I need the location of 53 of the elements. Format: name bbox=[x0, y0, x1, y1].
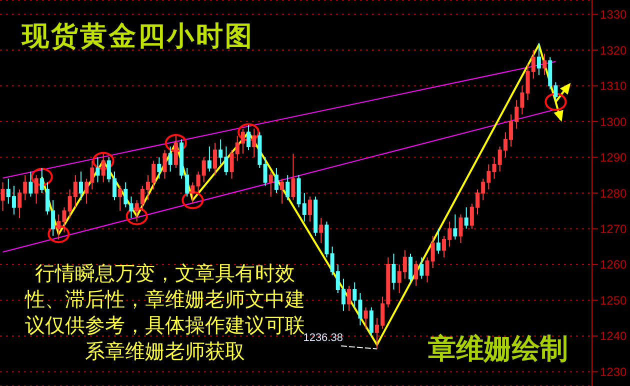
candlestick bbox=[308, 196, 312, 222]
candlestick bbox=[369, 306, 374, 336]
y-tick-label: 1270 bbox=[600, 222, 628, 236]
candlestick bbox=[392, 253, 396, 290]
candlestick bbox=[34, 174, 38, 204]
y-tick-label: 1330 bbox=[600, 8, 628, 22]
y-tick-label: 1250 bbox=[600, 293, 628, 308]
candlestick bbox=[542, 53, 547, 76]
candlestick bbox=[286, 174, 290, 201]
candlestick bbox=[408, 253, 412, 283]
candlestick bbox=[78, 171, 83, 201]
y-tick-label: 1290 bbox=[600, 150, 628, 165]
y-tick-label: 1240 bbox=[600, 329, 628, 344]
candlestick bbox=[319, 218, 324, 244]
candlestick bbox=[268, 171, 273, 198]
y-tick-label: 1310 bbox=[600, 79, 628, 94]
candlestick bbox=[28, 171, 33, 198]
candlestick bbox=[291, 153, 296, 201]
candlestick bbox=[280, 178, 284, 204]
candlestick bbox=[101, 153, 106, 183]
candlestick bbox=[464, 206, 468, 230]
candlestick bbox=[414, 260, 418, 286]
candlestick bbox=[168, 146, 172, 172]
candlestick bbox=[263, 156, 268, 186]
y-tick-label: 1320 bbox=[600, 43, 628, 58]
candlestick bbox=[536, 42, 541, 76]
annotation: 1236.38 bbox=[303, 332, 343, 344]
candlestick bbox=[157, 156, 162, 180]
candlestick bbox=[453, 214, 458, 240]
candlestick bbox=[96, 156, 100, 183]
candlestick bbox=[425, 256, 430, 283]
candlestick bbox=[190, 182, 195, 204]
candlestick bbox=[162, 150, 167, 180]
candlestick bbox=[458, 214, 463, 244]
candlestick bbox=[252, 128, 256, 158]
candlestick bbox=[207, 146, 212, 172]
candlestick bbox=[364, 306, 368, 330]
candlestick bbox=[174, 135, 178, 168]
y-tick-label: 1260 bbox=[600, 258, 628, 272]
candlestick bbox=[118, 185, 122, 212]
candlestick bbox=[420, 256, 424, 280]
candlestick bbox=[436, 228, 440, 254]
candlestick bbox=[0, 182, 5, 212]
candlestick bbox=[274, 167, 278, 194]
annotation: 章维姗绘制 bbox=[428, 331, 568, 367]
y-tick-label: 1230 bbox=[600, 364, 628, 379]
text: 现货黄金四小时图 bbox=[22, 20, 254, 54]
candlestick bbox=[347, 285, 352, 312]
candlestick bbox=[430, 235, 435, 269]
y-tick-label: 1280 bbox=[600, 186, 628, 200]
candlestick bbox=[213, 142, 218, 176]
y-tick-label: 1300 bbox=[600, 114, 628, 129]
candlestick bbox=[246, 124, 251, 151]
